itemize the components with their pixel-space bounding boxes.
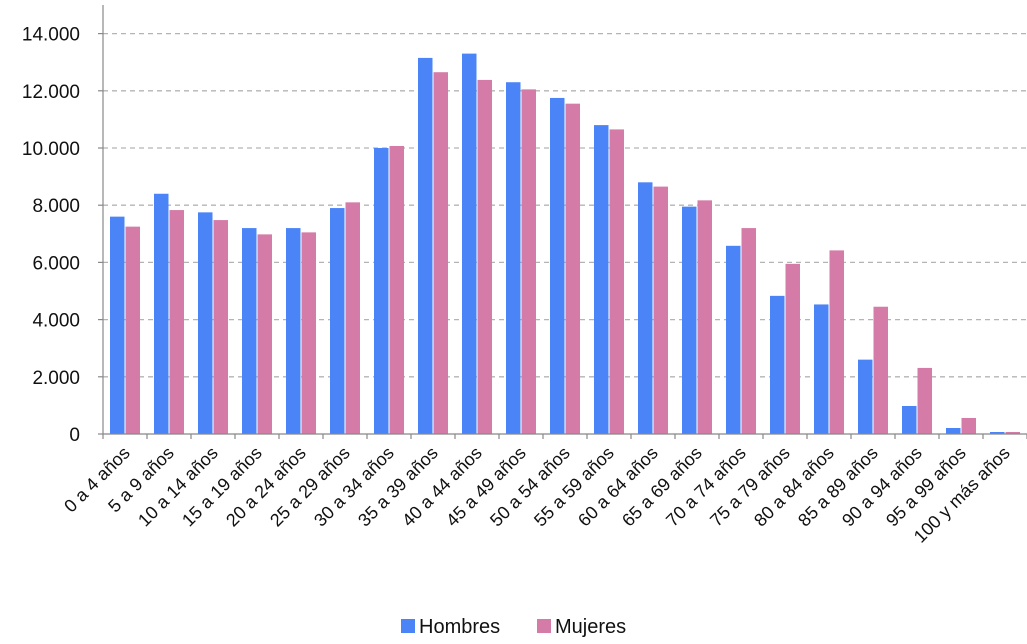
- y-tick-label: 4.000: [32, 311, 80, 332]
- bar-hombres-1: [154, 193, 169, 434]
- legend-swatch-mujeres: [537, 619, 551, 633]
- bar-mujeres-8: [477, 79, 492, 434]
- bar-mujeres-17: [873, 306, 888, 434]
- legend-swatch-hombres: [401, 619, 415, 633]
- bar-mujeres-9: [521, 89, 536, 435]
- legend-label-mujeres: Mujeres: [555, 616, 626, 638]
- legend-label-hombres: Hombres: [419, 616, 500, 638]
- bars: [110, 53, 1020, 435]
- bar-hombres-6: [374, 148, 389, 434]
- bar-hombres-5: [330, 208, 345, 434]
- bar-hombres-20: [990, 431, 1005, 434]
- bar-mujeres-10: [565, 103, 580, 435]
- bar-hombres-19: [946, 427, 961, 434]
- bar-mujeres-20: [1005, 431, 1020, 434]
- bar-mujeres-2: [213, 220, 228, 434]
- bar-mujeres-12: [653, 186, 668, 434]
- gridlines: [103, 32, 1027, 378]
- legend: Hombres Mujeres: [401, 616, 626, 638]
- bar-hombres-10: [550, 97, 565, 434]
- bar-mujeres-6: [389, 145, 404, 435]
- y-tick-label: 12.000: [22, 82, 80, 103]
- bar-hombres-8: [462, 53, 477, 435]
- bar-mujeres-14: [741, 228, 756, 434]
- bar-mujeres-3: [257, 234, 272, 434]
- bar-hombres-11: [594, 125, 609, 435]
- bar-hombres-18: [902, 405, 917, 434]
- bar-mujeres-1: [169, 210, 184, 434]
- bar-hombres-3: [242, 228, 257, 434]
- bar-mujeres-4: [301, 232, 316, 434]
- y-tick-label: 10.000: [22, 139, 80, 160]
- bar-mujeres-13: [697, 200, 712, 434]
- bar-mujeres-5: [345, 202, 360, 434]
- bar-mujeres-0: [125, 226, 140, 434]
- y-tick-label: 8.000: [32, 196, 80, 217]
- bar-hombres-17: [858, 359, 873, 434]
- y-tick-label: 0: [69, 425, 80, 446]
- bar-mujeres-7: [433, 72, 448, 435]
- bar-mujeres-15: [785, 263, 800, 434]
- bar-hombres-14: [726, 245, 741, 434]
- y-tick-label: 2.000: [32, 368, 80, 389]
- bar-mujeres-16: [829, 250, 844, 434]
- bar-mujeres-18: [917, 367, 932, 434]
- y-tick-label: 6.000: [32, 253, 80, 274]
- bar-hombres-2: [198, 212, 213, 434]
- bar-mujeres-19: [961, 417, 976, 434]
- bar-hombres-4: [286, 228, 301, 434]
- bar-hombres-7: [418, 57, 433, 434]
- bar-hombres-12: [638, 182, 653, 434]
- bar-hombres-13: [682, 206, 697, 434]
- y-tick-labels: 0 2.000 4.000 6.000 8.000 10.000 12.000 14.000: [22, 25, 80, 446]
- bar-hombres-16: [814, 304, 829, 434]
- bar-hombres-9: [506, 82, 521, 434]
- bar-mujeres-11: [609, 129, 624, 434]
- y-tick-label: 14.000: [22, 25, 80, 46]
- axes: [98, 5, 1027, 439]
- bar-hombres-15: [770, 295, 785, 434]
- bar-hombres-0: [110, 216, 125, 434]
